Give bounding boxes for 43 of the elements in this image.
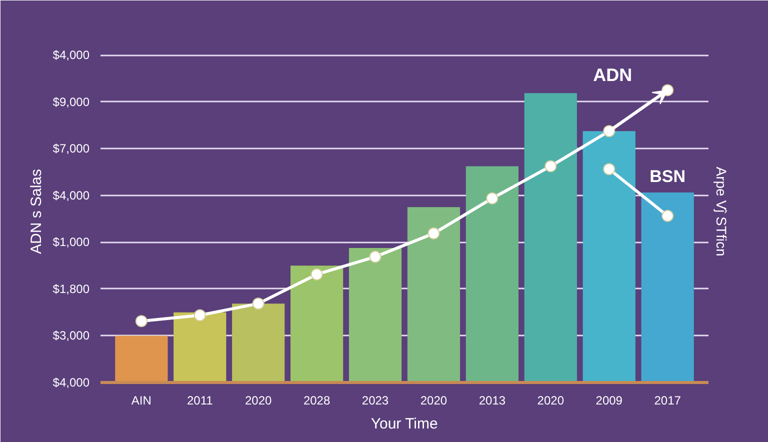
- point: [544, 160, 557, 172]
- point: [252, 298, 264, 310]
- bar: [524, 93, 577, 382]
- text: $4,000: [52, 376, 90, 390]
- point: [194, 309, 206, 322]
- text: $3,000: [52, 328, 90, 343]
- x-tick-label: 2023: [362, 394, 389, 408]
- x-tick-label: 2013: [478, 394, 506, 408]
- text: $7,000: [52, 142, 90, 156]
- bar: [466, 166, 518, 382]
- bar: [174, 312, 226, 382]
- text: $1,800: [52, 282, 90, 296]
- x-tick-label: 2020: [245, 394, 272, 408]
- y-axis-title: ADN s Salas: [28, 168, 45, 254]
- x-tick-label: 2011: [186, 394, 214, 408]
- point: [662, 210, 674, 222]
- x-tick-label: 2020: [420, 394, 448, 408]
- text: $9,000: [52, 94, 90, 109]
- text: $4,000: [52, 188, 90, 202]
- point: [486, 192, 498, 204]
- point: [135, 315, 148, 328]
- series-label: BSN: [650, 166, 686, 186]
- x-tick-label: 2017: [654, 394, 682, 408]
- point: [428, 227, 440, 240]
- y2-axis-title: Arpe Vĵ STficn: [714, 166, 730, 256]
- bar: [407, 207, 460, 382]
- x-tick-label: 2009: [596, 394, 623, 408]
- bar: [348, 248, 402, 382]
- bar: [290, 266, 344, 382]
- bar: [641, 192, 694, 382]
- bar: [582, 131, 636, 382]
- x-axis-title: Your Time: [370, 416, 438, 432]
- bar: [232, 304, 285, 382]
- point: [603, 163, 616, 176]
- series-label: ADN: [593, 65, 632, 86]
- x-tick-label: 2020: [537, 394, 564, 408]
- x-tick-label: AIN: [131, 394, 152, 408]
- point: [310, 268, 323, 280]
- point: [369, 250, 382, 263]
- text: $1,000: [52, 235, 90, 250]
- text: $4,000: [52, 48, 90, 62]
- bar: [115, 336, 168, 382]
- x-tick-label: 2028: [303, 394, 330, 408]
